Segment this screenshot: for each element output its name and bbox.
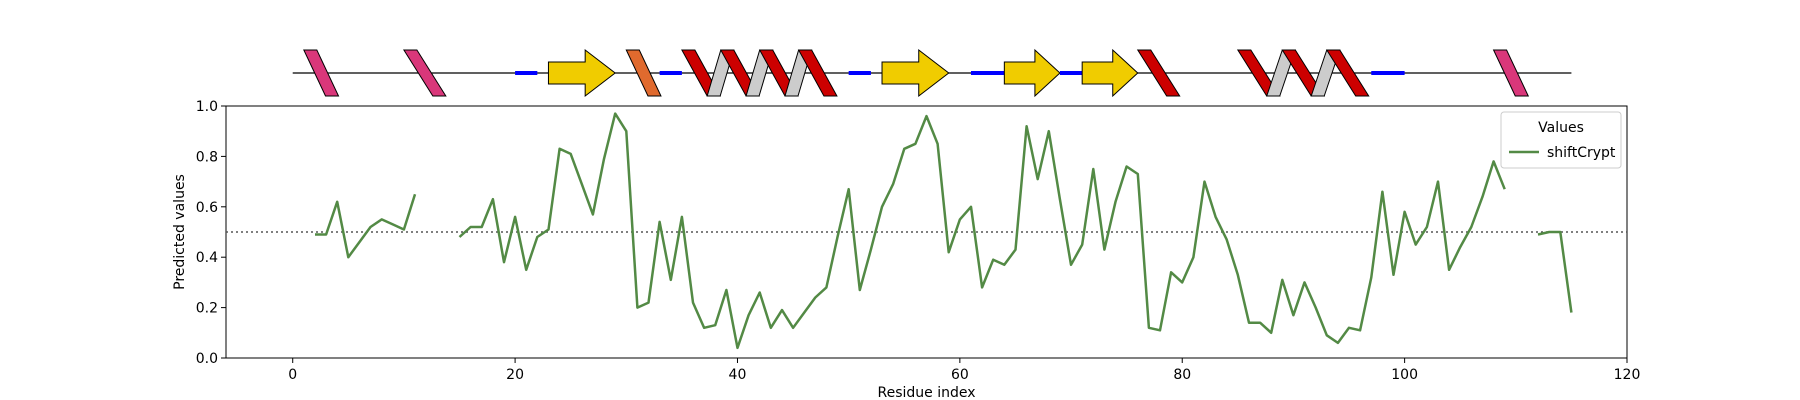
helix-front	[625, 49, 662, 97]
legend-series-label: shiftCrypt	[1547, 145, 1616, 161]
helix-front	[1492, 49, 1530, 97]
series-line-segment	[458, 112, 1506, 350]
y-tick-label: 1.0	[196, 99, 218, 115]
strand-arrow	[1003, 48, 1061, 98]
x-tick-label: 0	[288, 367, 297, 383]
strand-arrow	[881, 48, 950, 98]
legend-title: Values	[1538, 120, 1584, 136]
y-axis: 0.0 0.2 0.4 0.6 0.8 1.0	[196, 99, 226, 367]
helix-front	[1136, 49, 1181, 97]
x-tick-label: 80	[1173, 367, 1191, 383]
x-tick-label: 40	[729, 367, 747, 383]
legend: Values shiftCrypt	[1500, 111, 1622, 169]
series-line-segment	[315, 193, 417, 259]
x-tick-label: 100	[1391, 367, 1418, 383]
x-tick-label: 60	[951, 367, 969, 383]
helix-front	[402, 49, 447, 97]
y-tick-label: 0.0	[196, 351, 218, 367]
strand-arrow	[547, 48, 616, 98]
y-tick-label: 0.6	[196, 200, 218, 216]
helix-front	[1325, 49, 1370, 97]
x-axis-label: Residue index	[877, 385, 975, 400]
y-tick-label: 0.2	[196, 301, 218, 317]
x-axis: 0 20 40 60 80 100 120	[288, 358, 1640, 383]
x-tick-label: 120	[1614, 367, 1641, 383]
y-tick-label: 0.8	[196, 149, 218, 165]
legend-box	[1500, 111, 1622, 169]
x-tick-label: 20	[506, 367, 524, 383]
secondary-structure-track	[292, 48, 1572, 98]
helix-front	[303, 49, 340, 97]
y-axis-label: Predicted values	[172, 174, 188, 290]
strand-arrow	[1081, 48, 1139, 98]
series-line-segment	[1537, 230, 1573, 313]
series-layer	[315, 112, 1573, 350]
helix-front	[797, 49, 838, 97]
y-tick-label: 0.4	[196, 250, 218, 266]
